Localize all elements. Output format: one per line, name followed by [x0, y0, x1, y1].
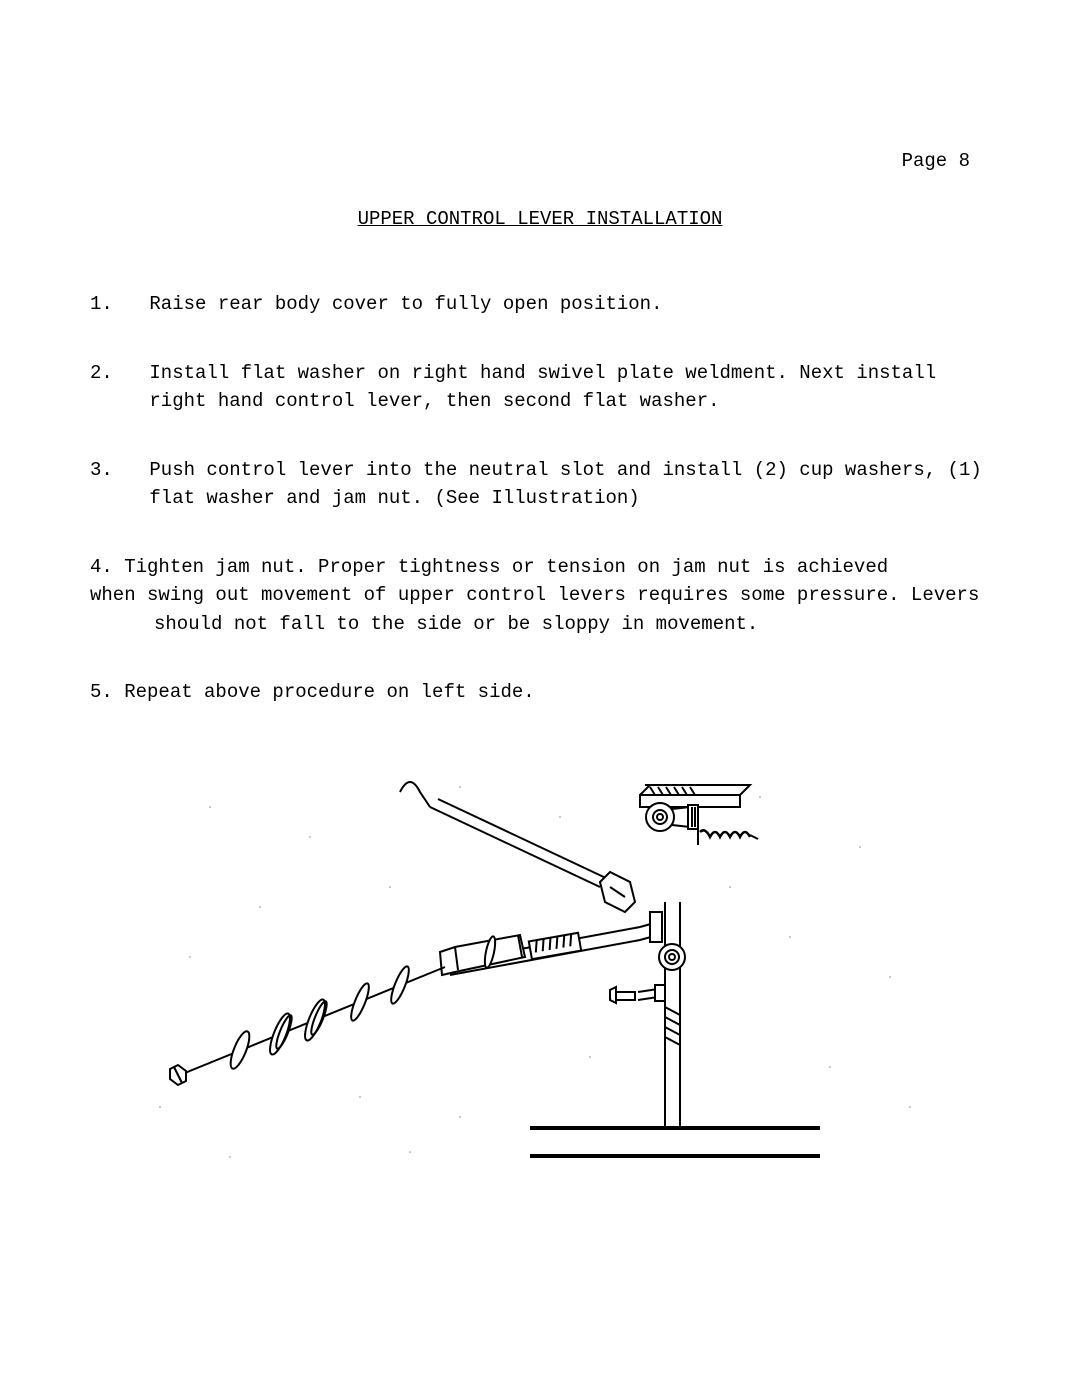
- step-number: 1.: [90, 290, 138, 319]
- step-1: 1. Raise rear body cover to fully open p…: [90, 290, 990, 319]
- step4-line3: should not fall to the side or be sloppy…: [90, 610, 990, 639]
- step-text: Install flat washer on right hand swivel…: [149, 359, 989, 416]
- step4-line1: 4. Tighten jam nut. Proper tightness or …: [90, 553, 990, 582]
- step-number: 3.: [90, 456, 138, 485]
- step-number: 2.: [90, 359, 138, 388]
- step-text: Push control lever into the neutral slot…: [149, 456, 989, 513]
- lever-diagram-icon: [110, 757, 970, 1187]
- illustration-container: [110, 757, 970, 1187]
- step-5: 5. Repeat above procedure on left side.: [90, 678, 990, 707]
- page-title: UPPER CONTROL LEVER INSTALLATION: [90, 208, 990, 230]
- step-2: 2. Install flat washer on right hand swi…: [90, 359, 990, 416]
- step-4: 4. Tighten jam nut. Proper tightness or …: [90, 553, 990, 639]
- step-3: 3. Push control lever into the neutral s…: [90, 456, 990, 513]
- step4-line2: when swing out movement of upper control…: [90, 581, 990, 610]
- step-text: Raise rear body cover to fully open posi…: [149, 290, 989, 319]
- page-number: Page 8: [902, 150, 970, 172]
